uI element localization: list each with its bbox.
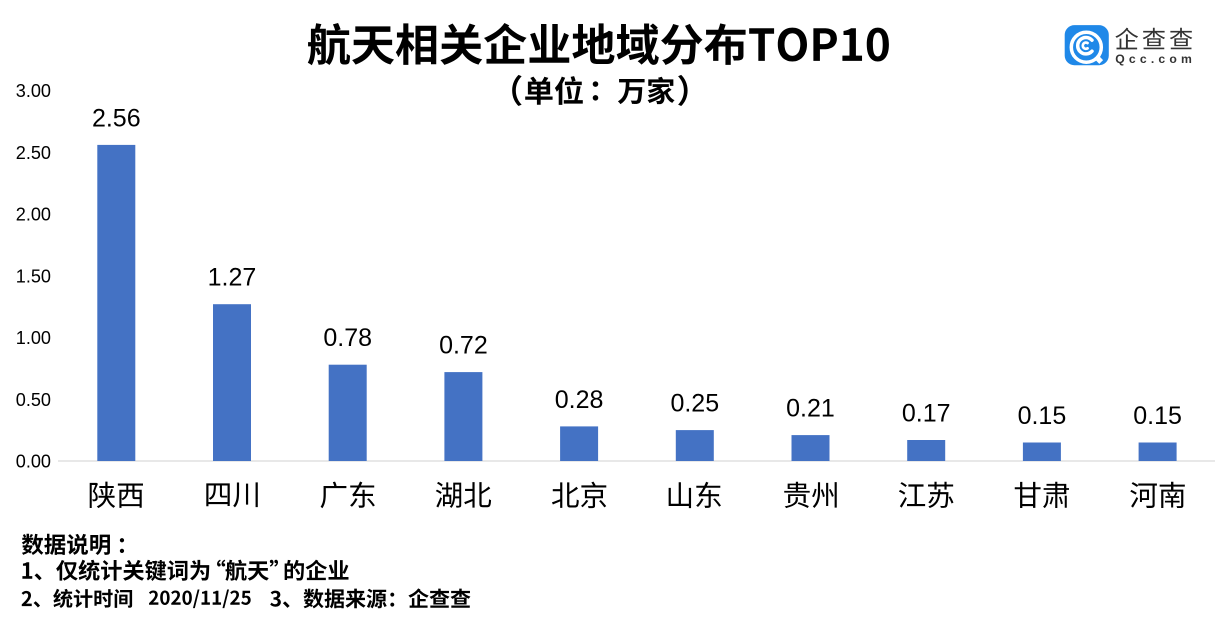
svg-text:0.28: 0.28	[555, 386, 604, 414]
svg-text:2.56: 2.56	[92, 104, 141, 132]
svg-text:0.21: 0.21	[786, 395, 835, 423]
svg-text:0.50: 0.50	[16, 390, 51, 410]
svg-text:0.17: 0.17	[902, 399, 951, 427]
svg-text:0.78: 0.78	[323, 324, 372, 352]
svg-text:1.27: 1.27	[208, 264, 257, 292]
svg-text:Qcc.com: Qcc.com	[1115, 52, 1196, 66]
svg-text:0.15: 0.15	[1133, 402, 1182, 430]
svg-text:0.00: 0.00	[16, 452, 51, 472]
svg-text:2.00: 2.00	[16, 205, 51, 225]
svg-text:3.00: 3.00	[16, 81, 51, 101]
svg-text:1.00: 1.00	[16, 328, 51, 348]
svg-text:0.25: 0.25	[670, 390, 719, 418]
svg-text:0.15: 0.15	[1018, 402, 1067, 430]
svg-text:2.50: 2.50	[16, 143, 51, 163]
svg-text:0.72: 0.72	[439, 332, 488, 360]
svg-text:1.50: 1.50	[16, 266, 51, 286]
